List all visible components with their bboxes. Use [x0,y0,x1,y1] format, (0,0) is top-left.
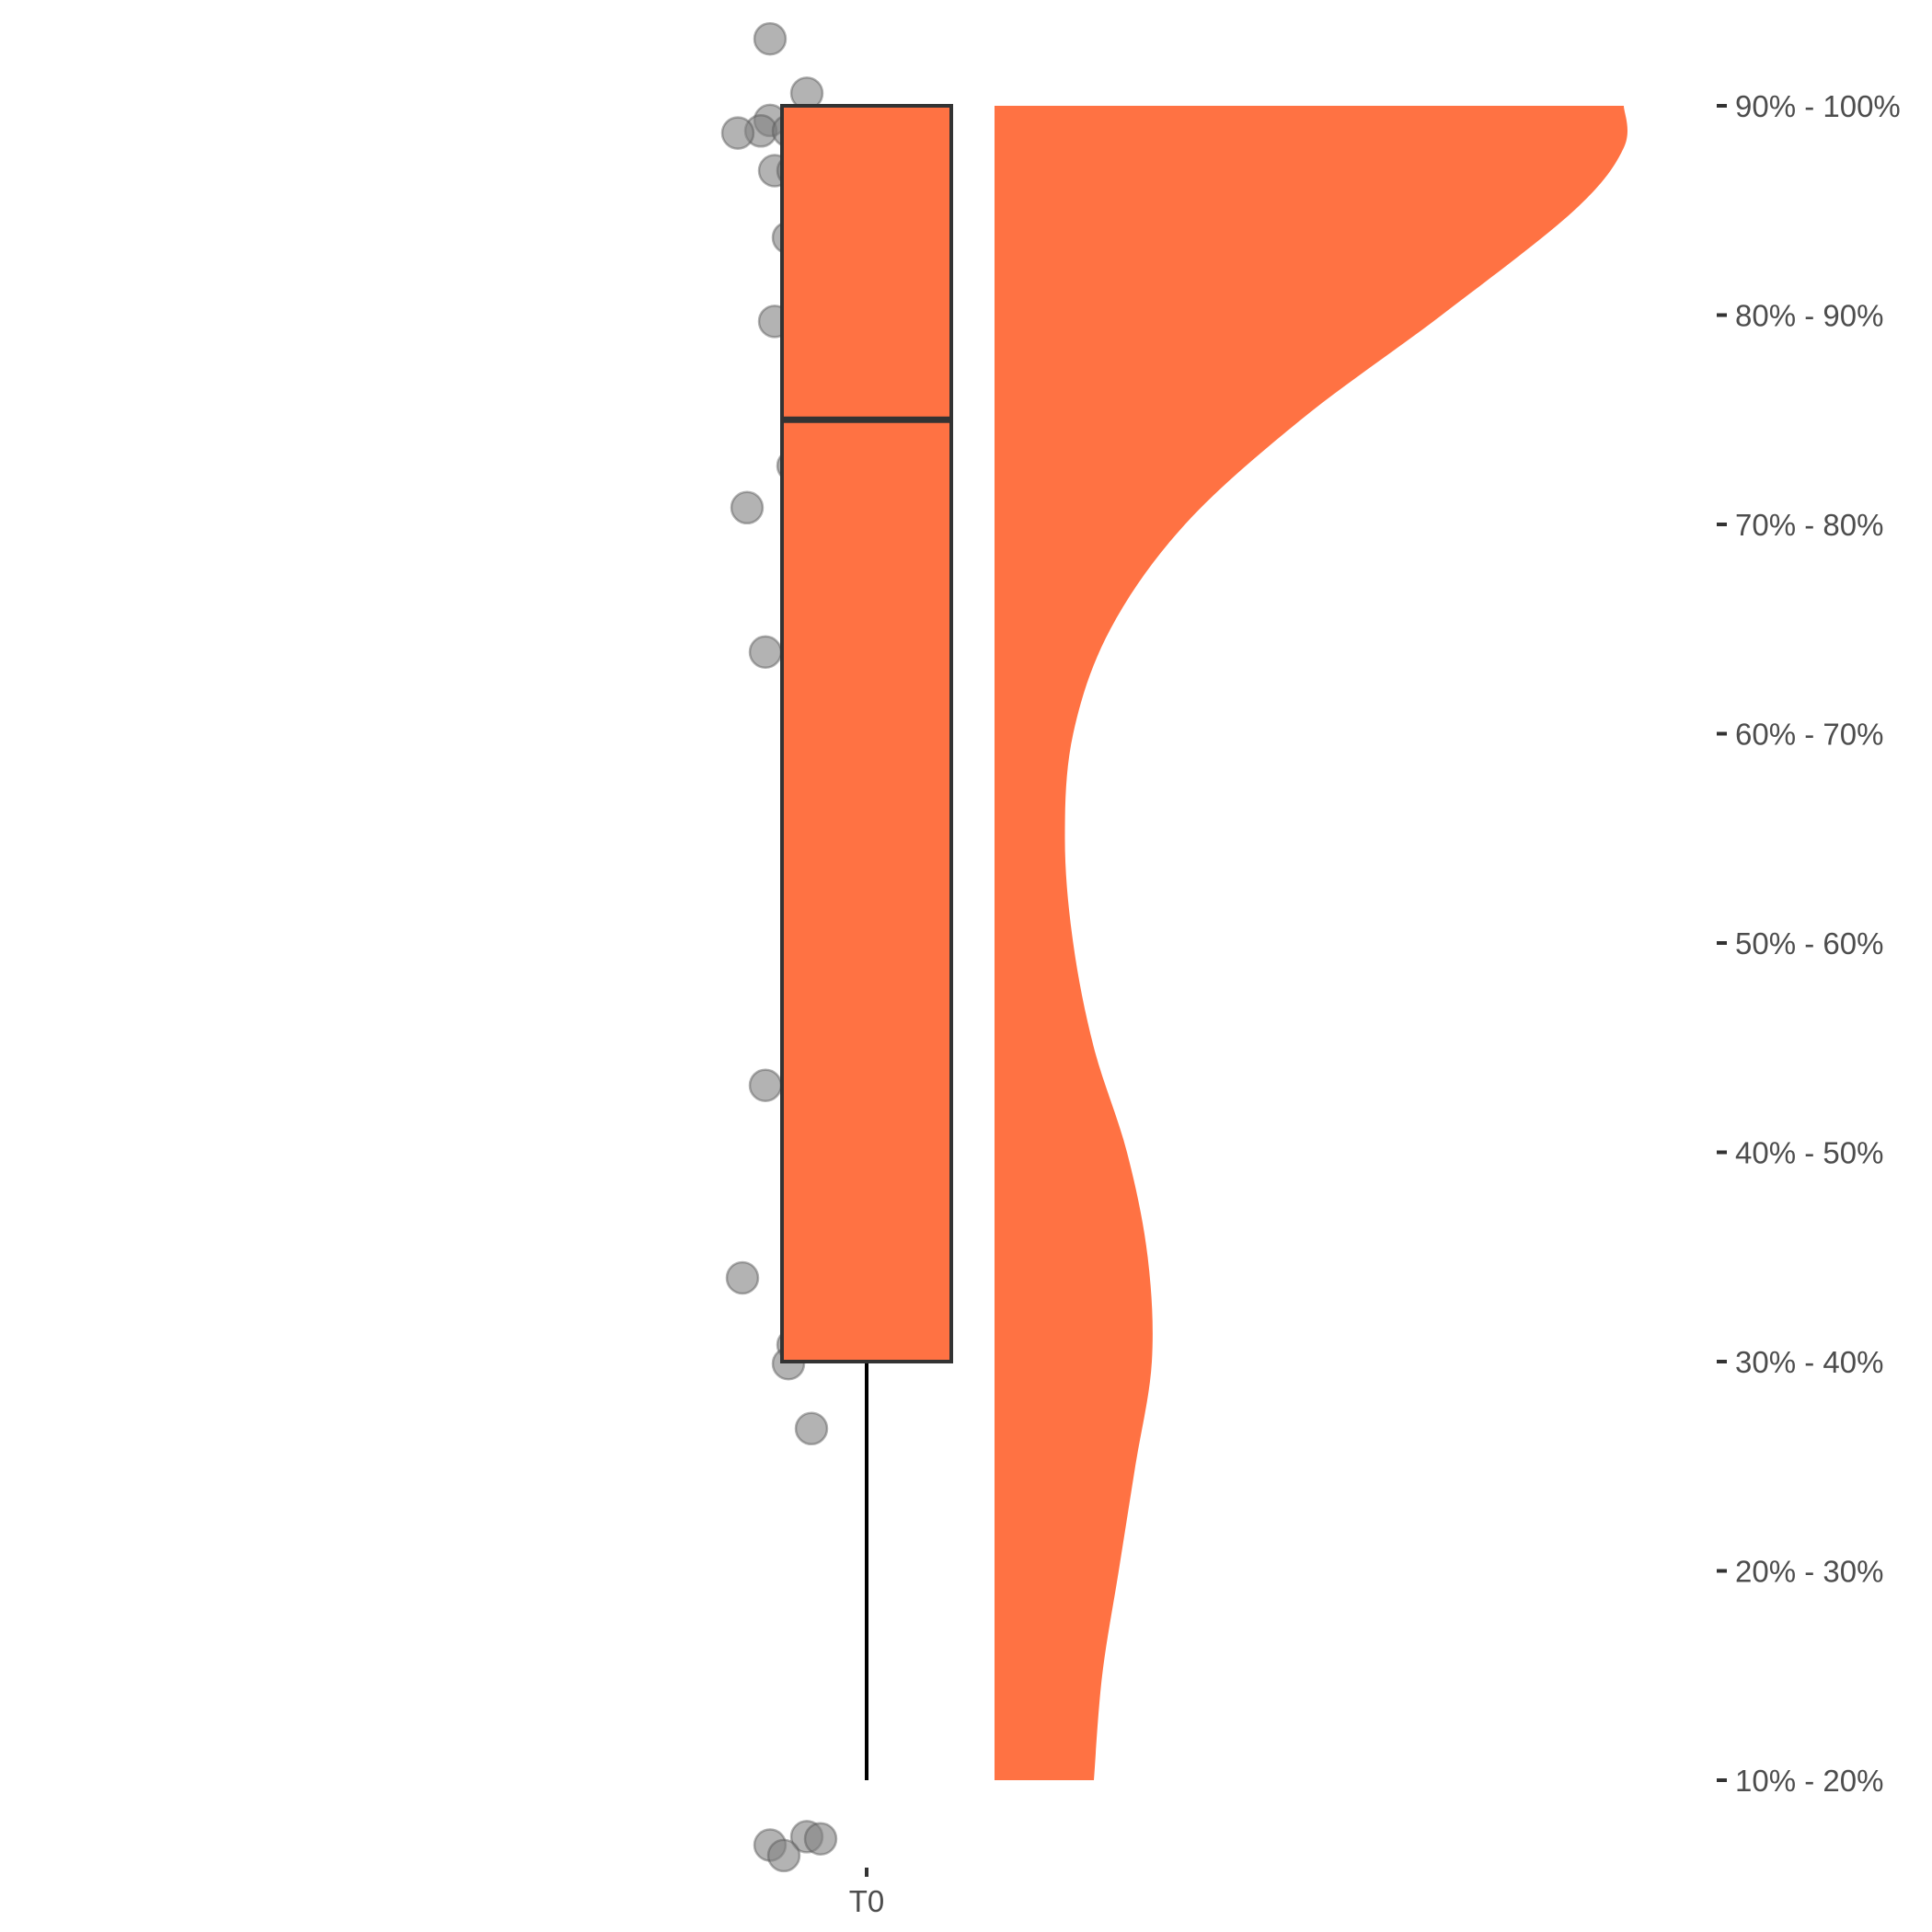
y-tick-label: 70% - 80% [1735,508,1883,542]
box-iqr [780,104,953,1363]
y-tick-label: 60% - 70% [1735,718,1883,752]
density-half-violin [995,106,1627,1780]
x-axis: T0 [849,1868,885,1918]
data-point [748,1068,783,1102]
data-point [794,1411,829,1446]
y-tick-label: 30% - 40% [1735,1345,1883,1379]
y-tick-label: 80% - 90% [1735,299,1883,333]
data-point [766,1838,801,1873]
y-tick-label: 90% - 100% [1735,89,1901,123]
y-tick-label: 10% - 20% [1735,1764,1883,1798]
data-point [753,21,788,56]
y-tick-label: 40% - 50% [1735,1136,1883,1170]
data-point [725,1260,760,1295]
data-point [803,1822,838,1856]
y-axis: 10% - 20% 20% - 30% 30% - 40% 40% - 50% 50% … [1717,89,1901,1798]
data-point [748,635,783,670]
y-tick-label: 20% - 30% [1735,1555,1883,1589]
data-point [720,116,755,150]
boxplot [780,104,953,1780]
x-tick-label: T0 [849,1884,885,1918]
y-tick-label: 50% - 60% [1735,926,1883,960]
data-point [730,490,765,525]
density-area [995,106,1627,1780]
